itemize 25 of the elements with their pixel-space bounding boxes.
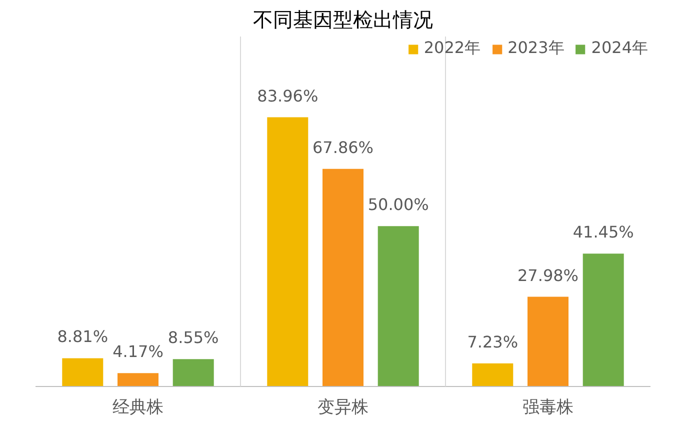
- bar: [118, 373, 158, 386]
- data-label: 27.98%: [517, 266, 579, 285]
- legend-label: 2024年: [591, 38, 648, 59]
- chart-title: 不同基因型检出情况: [253, 8, 433, 32]
- data-label: 7.23%: [467, 332, 518, 352]
- data-label: 50.00%: [368, 195, 429, 214]
- bar: [62, 358, 104, 386]
- data-label: 8.81%: [57, 327, 108, 346]
- data-label: 83.96%: [257, 86, 318, 106]
- bar: [267, 117, 308, 386]
- data-label: 41.45%: [572, 222, 634, 242]
- bar: [472, 363, 514, 386]
- legend-label: 2022年: [424, 38, 481, 59]
- bar: [582, 254, 624, 386]
- bar: [528, 296, 568, 386]
- data-label: 4.17%: [112, 342, 164, 362]
- x-tick-label: 变异株: [318, 398, 368, 418]
- x-tick-label: 强毒株: [522, 398, 574, 418]
- data-label: 8.55%: [168, 328, 219, 348]
- data-label: 67.86%: [312, 138, 374, 157]
- bar: [378, 226, 419, 386]
- bar: [322, 168, 364, 386]
- bar: [172, 359, 214, 386]
- legend-label: 2023年: [508, 38, 564, 59]
- x-tick-label: 经典株: [112, 398, 164, 418]
